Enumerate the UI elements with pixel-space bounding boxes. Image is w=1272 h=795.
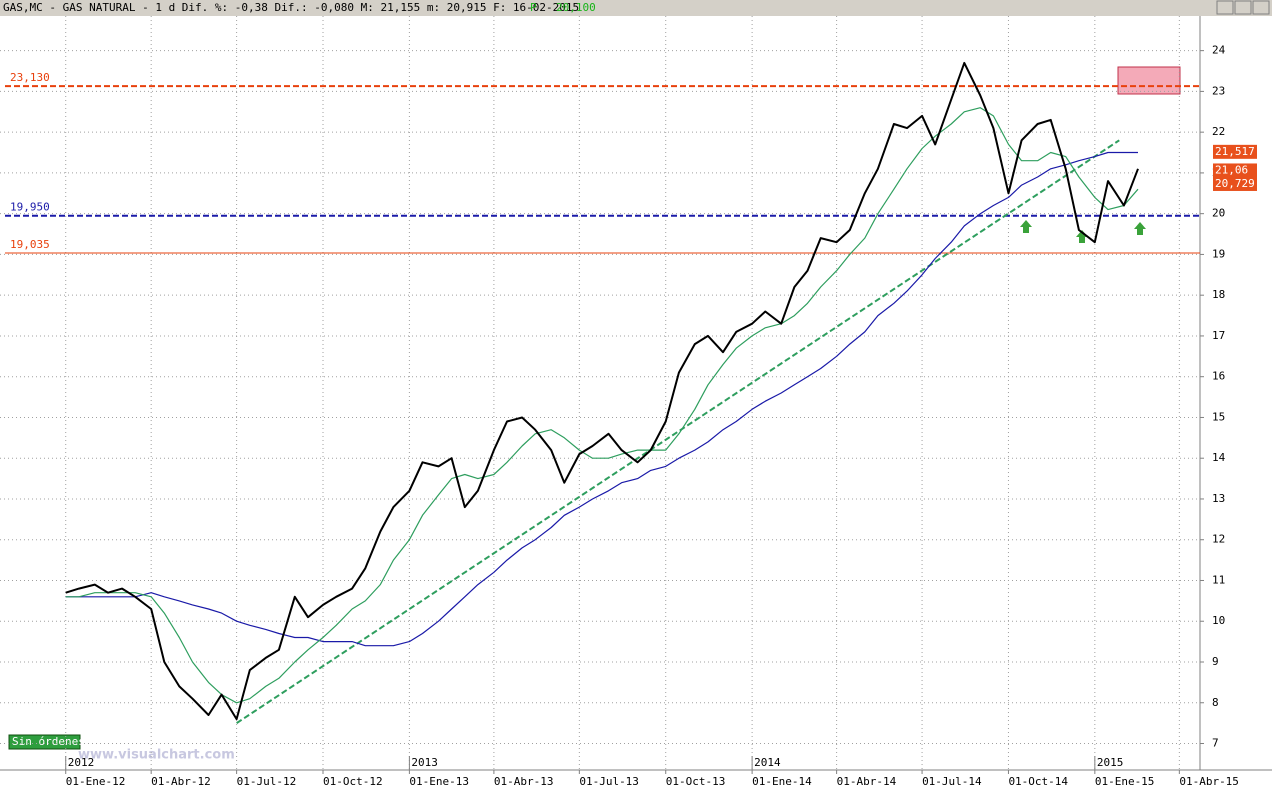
level-label: 23,130 [10, 71, 50, 84]
x-tick-label: 01-Oct-13 [666, 775, 726, 788]
y-tick-label: 8 [1212, 696, 1219, 709]
x-tick-label: 01-Jul-13 [579, 775, 639, 788]
moving-average [65, 151, 1138, 647]
up-arrow [1134, 222, 1146, 235]
x-tick-label: 01-Ene-13 [409, 775, 469, 788]
x-tick-label: 01-Ene-14 [752, 775, 812, 788]
price-badge-label: 21,06 [1215, 163, 1248, 176]
title-bar [0, 0, 1272, 16]
y-tick-label: 20 [1212, 207, 1225, 220]
moving-average [65, 107, 1139, 704]
close-button[interactable] [1252, 0, 1270, 15]
status-text: Sin órdenes [12, 735, 85, 748]
up-arrow [1076, 230, 1088, 243]
status-badge [8, 734, 81, 750]
x-tick-label: 01-Jul-12 [237, 775, 297, 788]
up-arrow [1020, 220, 1032, 233]
watermark: www.visualchart.com [78, 748, 235, 763]
x-tick-label: 01-Abr-12 [151, 775, 211, 788]
year-label: 2014 [754, 756, 781, 769]
y-tick-label: 15 [1212, 410, 1225, 423]
trendline [236, 139, 1120, 724]
price-badge [1213, 176, 1257, 191]
y-tick-label: 19 [1212, 247, 1225, 260]
x-tick-label: 01-Jul-14 [922, 775, 982, 788]
x-tick-label: 01-Oct-14 [1008, 775, 1068, 788]
level-label: 19,950 [10, 201, 50, 214]
maximize-button[interactable] [1234, 0, 1252, 15]
price-badge [1213, 144, 1257, 159]
x-tick-label: 01-Abr-14 [837, 775, 897, 788]
x-tick-label: 01-Ene-12 [66, 775, 126, 788]
y-tick-label: 10 [1212, 614, 1225, 627]
y-tick-label: 14 [1212, 451, 1226, 464]
year-label: 2015 [1097, 756, 1124, 769]
y-tick-label: 22 [1212, 125, 1225, 138]
price-badge [1213, 163, 1257, 178]
price-badge-label: 20,729 [1215, 177, 1255, 190]
y-tick-label: 12 [1212, 533, 1225, 546]
header-text: GAS,MC - GAS NATURAL - 1 d Dif. %: -0,38… [3, 1, 579, 14]
year-label: 2012 [68, 756, 95, 769]
highlight-box [1117, 66, 1181, 95]
x-tick-label: 01-Oct-12 [323, 775, 383, 788]
arrows [1020, 220, 1146, 243]
y-tick-label: 9 [1212, 655, 1219, 668]
x-tick-label: 01-Abr-13 [494, 775, 554, 788]
level-label: 19,035 [10, 238, 50, 251]
x-tick-label: 01-Ene-15 [1095, 775, 1155, 788]
plot-area [0, 16, 1200, 770]
year-label: 2013 [411, 756, 438, 769]
y-tick-label: 24 [1212, 44, 1226, 57]
y-tick-label: 17 [1212, 329, 1225, 342]
header-p: P [530, 1, 537, 14]
x-tick-label: 01-Abr-15 [1179, 775, 1239, 788]
y-tick-label: 23 [1212, 84, 1225, 97]
price-badge-label: 21,517 [1215, 145, 1255, 158]
y-tick-label: 18 [1212, 288, 1225, 301]
y-tick-label: 7 [1212, 737, 1219, 750]
header-p-value: 20,100 [556, 1, 596, 14]
y-tick-label: 13 [1212, 492, 1225, 505]
y-tick-label: 11 [1212, 573, 1225, 586]
price-line [65, 61, 1139, 721]
y-tick-label: 16 [1212, 370, 1225, 383]
minimize-button[interactable] [1216, 0, 1234, 15]
